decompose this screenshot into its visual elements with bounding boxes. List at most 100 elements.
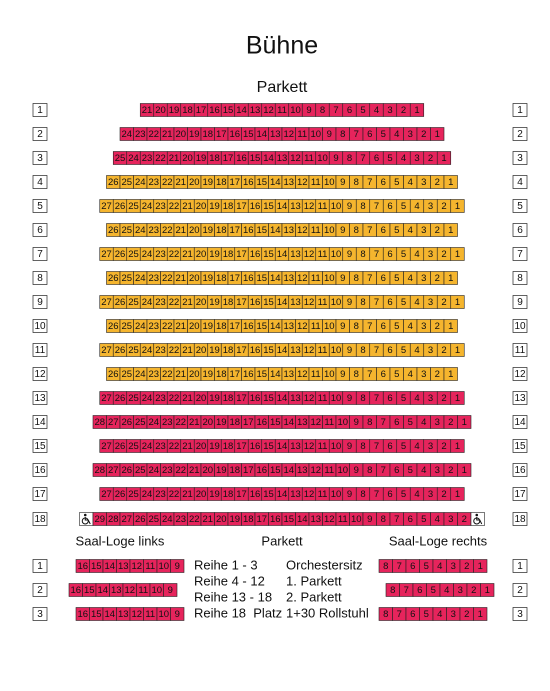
seat-number: 5 xyxy=(401,489,406,500)
seat-number: 26 xyxy=(108,369,119,380)
seat-number: 22 xyxy=(148,129,159,140)
seat-number: 5 xyxy=(424,609,429,620)
legend-rows: Reihe 18 Platz xyxy=(194,605,282,620)
row-box xyxy=(32,391,48,405)
seat[interactable] xyxy=(450,247,465,261)
seat-number: 15 xyxy=(256,321,267,332)
seat[interactable] xyxy=(163,583,178,597)
row-box xyxy=(32,439,48,453)
seat-number: 1 xyxy=(448,177,453,188)
seat-number: 17 xyxy=(243,465,254,476)
seat-number: 13 xyxy=(290,297,301,308)
seat-number: 16 xyxy=(70,585,81,596)
seat-number: 23 xyxy=(155,345,166,356)
seat-number: 26 xyxy=(108,177,119,188)
seat[interactable] xyxy=(473,607,488,621)
seat-number: 22 xyxy=(175,417,186,428)
seat-number: 16 xyxy=(243,369,254,380)
seat-number: 19 xyxy=(209,441,220,452)
seat-number: 11 xyxy=(311,321,321,332)
seat-number: 19 xyxy=(209,249,220,260)
row-label: 14 xyxy=(514,417,526,428)
seat[interactable] xyxy=(450,199,465,213)
seat[interactable] xyxy=(457,415,472,429)
seat-number: 20 xyxy=(196,441,207,452)
seat-number: 6 xyxy=(387,249,392,260)
legend-category: 2. Parkett xyxy=(286,589,342,604)
seat-number: 15 xyxy=(263,201,274,212)
seat[interactable] xyxy=(436,151,452,165)
row-label: 3 xyxy=(517,153,523,164)
seat[interactable] xyxy=(450,343,465,357)
seat[interactable] xyxy=(443,271,458,285)
seat-number: 1 xyxy=(455,297,460,308)
seat-number: 8 xyxy=(360,297,365,308)
seat[interactable] xyxy=(450,391,465,405)
seat-number: 19 xyxy=(202,273,213,284)
seat-number: 16 xyxy=(243,177,254,188)
seat-number: 3 xyxy=(421,273,426,284)
seat-number: 13 xyxy=(297,465,308,476)
seat-number: 8 xyxy=(367,465,372,476)
seat[interactable] xyxy=(170,607,185,621)
seat-number: 2 xyxy=(464,561,469,572)
seat-number: 16 xyxy=(209,105,220,116)
seat-number: 21 xyxy=(182,441,193,452)
seat[interactable] xyxy=(170,559,185,573)
seat-number: 17 xyxy=(229,225,240,236)
row-label: 8 xyxy=(517,273,523,284)
seat-number: 21 xyxy=(142,105,153,116)
seat-number: 21 xyxy=(182,297,193,308)
seat[interactable] xyxy=(473,559,488,573)
seat[interactable] xyxy=(430,127,445,141)
seat-number: 25 xyxy=(148,514,159,525)
seat-number: 8 xyxy=(354,273,359,284)
seat-number: 28 xyxy=(108,514,119,525)
seat-number: 2 xyxy=(421,129,426,140)
seat-number: 12 xyxy=(131,609,142,620)
seat-number: 19 xyxy=(209,489,220,500)
seat-number: 15 xyxy=(263,441,274,452)
seat-number: 29 xyxy=(94,514,105,525)
seat-number: 22 xyxy=(155,153,166,164)
seat[interactable] xyxy=(450,439,465,453)
seat-number: 23 xyxy=(155,201,166,212)
seat-number: 15 xyxy=(91,609,102,620)
seat-number: 12 xyxy=(297,225,308,236)
seat-number: 24 xyxy=(142,297,153,308)
seat-number: 14 xyxy=(277,297,288,308)
seat[interactable] xyxy=(450,295,465,309)
seat[interactable] xyxy=(409,103,425,117)
seat[interactable] xyxy=(443,367,458,381)
seat-number: 7 xyxy=(397,609,402,620)
seat-number: 4 xyxy=(444,585,449,596)
loge-center-title: Parkett xyxy=(261,533,303,548)
seat-number: 2 xyxy=(441,297,446,308)
seat-number: 12 xyxy=(304,201,315,212)
seat-number: 4 xyxy=(437,561,442,572)
seat[interactable] xyxy=(450,487,465,501)
seat[interactable] xyxy=(457,463,472,477)
seat-number: 1 xyxy=(455,201,460,212)
seat[interactable] xyxy=(480,583,495,597)
seat-number: 14 xyxy=(283,465,294,476)
seat-number: 14 xyxy=(104,609,115,620)
seat-number: 25 xyxy=(121,177,132,188)
row-box xyxy=(32,607,48,621)
seat[interactable] xyxy=(443,223,458,237)
seat-number: 22 xyxy=(169,297,180,308)
seat-number: 4 xyxy=(408,273,413,284)
seat-number: 5 xyxy=(401,345,406,356)
seat-number: 22 xyxy=(169,201,180,212)
seat[interactable] xyxy=(443,175,458,189)
seat-number: 24 xyxy=(162,514,173,525)
seat[interactable] xyxy=(443,319,458,333)
seat-number: 3 xyxy=(428,441,433,452)
seat-number: 17 xyxy=(229,321,240,332)
seat-number: 3 xyxy=(387,105,392,116)
seat-number: 22 xyxy=(162,273,173,284)
seat-number: 10 xyxy=(331,201,342,212)
row-box xyxy=(512,247,528,261)
seat-number: 2 xyxy=(441,345,446,356)
seat-number: 3 xyxy=(451,561,456,572)
